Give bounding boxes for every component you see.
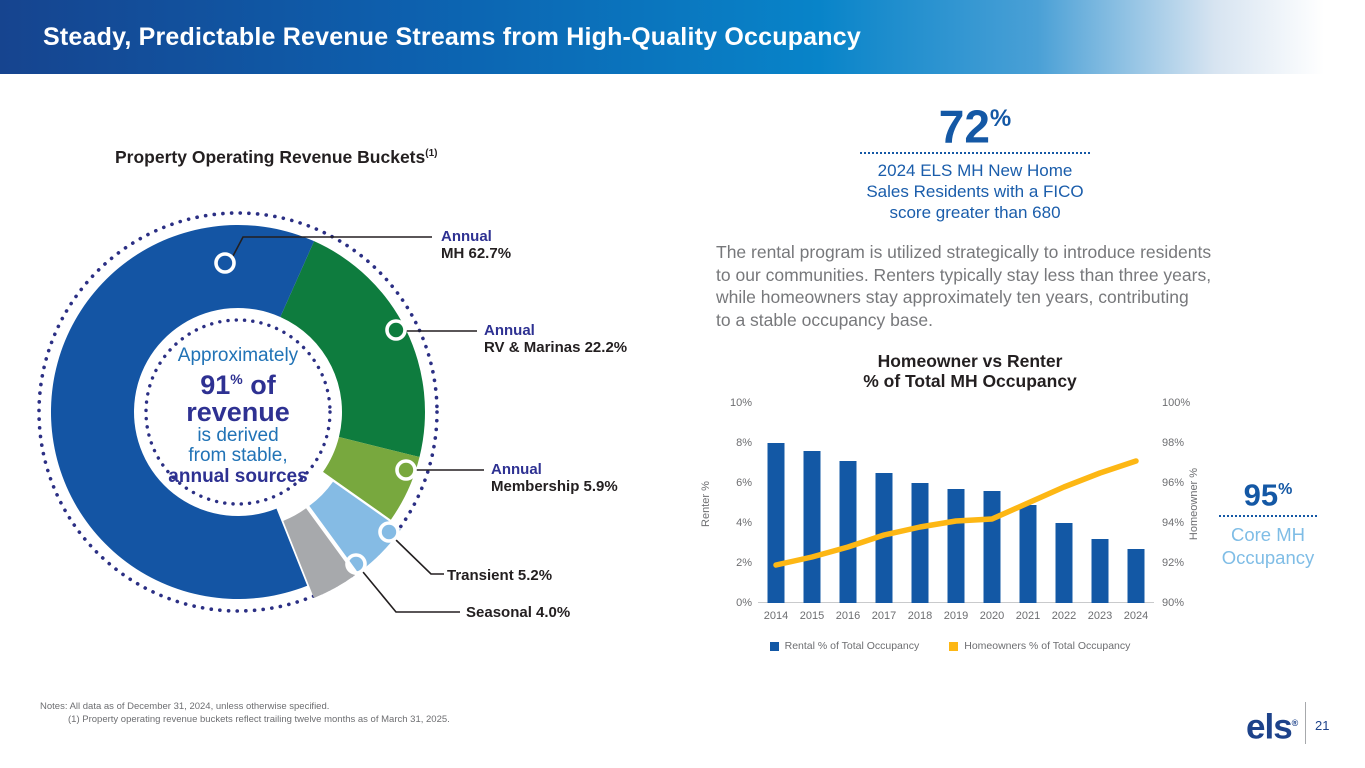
right-axis-tick: 100% <box>1162 397 1191 409</box>
legend-label: Homeowners % of Total Occupancy <box>964 640 1131 652</box>
inner-dotted-ring <box>144 318 332 506</box>
x-axis-label: 2024 <box>1123 610 1149 622</box>
x-axis-label: 2018 <box>907 610 933 622</box>
outer-dotted-ring <box>37 211 439 613</box>
fico-stat: 72% 2024 ELS MH New Home Sales Residents… <box>845 97 1105 223</box>
x-axis-label: 2016 <box>835 610 861 622</box>
fico-stat-value: 72% <box>938 100 1012 153</box>
donut-center-text: Approximately 91% of revenue is derived … <box>128 345 348 488</box>
label-annual-mh: Annual MH 62.7% <box>441 228 512 262</box>
footnote-marker: (1) <box>425 148 438 160</box>
core-occupancy-stat: 95% Core MH Occupancy <box>1212 474 1324 569</box>
donut-slice-rv-marinas <box>280 241 426 457</box>
center-line-2: 91% of <box>200 370 276 400</box>
right-axis-tick: 92% <box>1162 557 1185 569</box>
legend-label: Rental % of Total Occupancy <box>784 640 920 652</box>
leader-line-3 <box>395 539 444 575</box>
bar-2015 <box>803 451 821 603</box>
homeowner-line <box>773 458 1139 568</box>
left-axis-tick: 2% <box>736 557 752 569</box>
page-title: Steady, Predictable Revenue Streams from… <box>43 22 861 51</box>
footer-note-2: (1) Property operating revenue buckets r… <box>68 714 450 725</box>
center-line-1: Approximately <box>177 345 299 366</box>
bar-2017 <box>875 473 893 603</box>
revenue-donut-chart <box>37 211 484 613</box>
x-axis-label: 2023 <box>1087 610 1113 622</box>
left-axis-tick: 0% <box>736 597 752 609</box>
dotted-divider <box>1219 515 1317 518</box>
dotted-divider <box>860 152 1090 155</box>
x-axis-label: 2014 <box>763 610 789 622</box>
legend-item: Homeowners % of Total Occupancy <box>949 640 1130 652</box>
bar-2019 <box>947 489 965 603</box>
leader-line-4 <box>362 571 460 613</box>
x-axis-label: 2022 <box>1051 610 1077 622</box>
label-annual-membership: Annual Membership 5.9% <box>491 461 618 495</box>
right-axis-tick: 96% <box>1162 477 1185 489</box>
bar-2016 <box>839 461 857 603</box>
center-line-3: revenue <box>186 397 290 427</box>
anchor-circle-3 <box>378 521 400 543</box>
left-axis-tick: 6% <box>736 477 752 489</box>
page-number: 21 <box>1315 718 1330 733</box>
left-axis-tick: 4% <box>736 517 752 529</box>
bar-2022 <box>1055 523 1073 603</box>
rental-program-paragraph: The rental program is utilized strategic… <box>716 242 1212 330</box>
header-banner: Steady, Predictable Revenue Streams from… <box>0 0 1365 74</box>
bar-2024 <box>1127 549 1145 603</box>
center-line-4: is derived <box>197 425 279 446</box>
bar-2021 <box>1019 505 1037 603</box>
label-seasonal: Seasonal 4.0% <box>466 604 571 621</box>
right-axis-tick: 94% <box>1162 517 1185 529</box>
bar-2023 <box>1091 539 1109 603</box>
donut-slice-seasonal <box>283 508 355 598</box>
x-axis-label: 2017 <box>871 610 897 622</box>
label-transient: Transient 5.2% <box>447 567 553 584</box>
core-occupancy-caption: Core MH Occupancy <box>1221 524 1315 569</box>
center-line-6: annual sources <box>168 466 308 487</box>
left-axis-tick: 8% <box>736 437 752 449</box>
bar-2018 <box>911 483 929 603</box>
anchor-circle-0 <box>214 252 236 274</box>
label-annual-rv-marinas: Annual RV & Marinas 22.2% <box>484 322 628 356</box>
donut-chart-title: Property Operating Revenue Buckets(1) <box>115 147 438 167</box>
right-axis-tick: 98% <box>1162 437 1185 449</box>
legend-swatch <box>769 641 779 651</box>
bar-chart-title: Homeowner vs Renter % of Total MH Occupa… <box>863 351 1077 391</box>
left-axis-tick: 10% <box>729 397 752 409</box>
x-axis-label: 2020 <box>979 610 1005 622</box>
legend-swatch <box>949 641 959 651</box>
center-line-5: from stable, <box>188 445 288 466</box>
x-axis-label: 2021 <box>1015 610 1041 622</box>
fico-stat-caption: 2024 ELS MH New Home Sales Residents wit… <box>866 161 1084 223</box>
right-axis-tick: 90% <box>1162 597 1185 609</box>
right-axis-title: Homeowner % <box>1188 467 1200 541</box>
donut-slice-transient <box>309 481 401 573</box>
legend-item: Rental % of Total Occupancy <box>769 640 920 652</box>
bar-2020 <box>983 491 1001 603</box>
footer-note-1: Notes: All data as of December 31, 2024,… <box>40 701 330 712</box>
homeowner-renter-chart: Renter % Homeowner % Rental % of Total O… <box>690 395 1210 665</box>
leader-line-0 <box>232 236 432 257</box>
chart-legend: Rental % of Total Occupancy Homeowners % … <box>690 640 1210 652</box>
donut-slice-membership <box>323 437 420 520</box>
donut-slice-mh <box>50 224 315 599</box>
bar-chart-plot <box>758 443 1154 603</box>
x-axis-label: 2019 <box>943 610 969 622</box>
els-logo: els® <box>1246 707 1299 747</box>
core-occupancy-value: 95% <box>1243 477 1293 513</box>
x-axis-label: 2015 <box>799 610 825 622</box>
anchor-circle-4 <box>345 553 367 575</box>
anchor-circle-1 <box>385 319 407 341</box>
footer-divider <box>1305 702 1306 744</box>
left-axis-title: Renter % <box>700 481 712 527</box>
anchor-circle-2 <box>395 459 417 481</box>
bar-2014 <box>767 443 785 603</box>
registered-mark: ® <box>1291 718 1299 728</box>
